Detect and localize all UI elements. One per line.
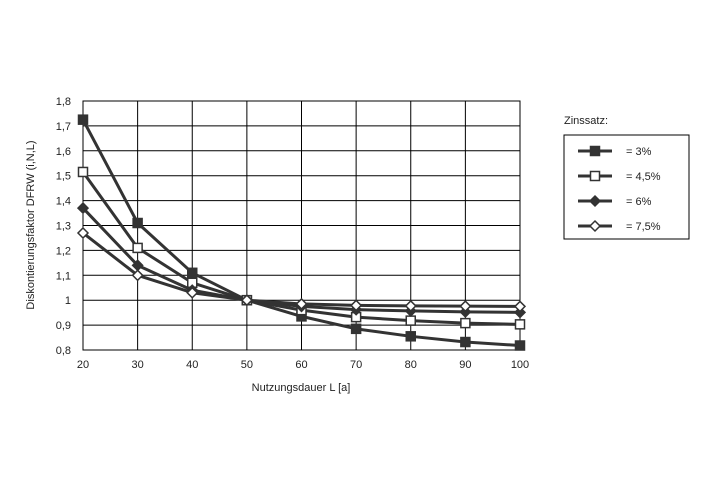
y-axis-label: Diskontierungsfaktor DFRW (i,N,L): [25, 140, 37, 309]
data-point-series-1: [350, 323, 362, 335]
x-tick-label: 40: [186, 359, 198, 371]
data-point-series-4: [186, 286, 199, 299]
data-point-series-1: [77, 114, 89, 125]
plot-area-frame: [82, 100, 521, 351]
data-point-series-3: [76, 202, 90, 215]
y-tick-label: 0,8: [56, 345, 71, 357]
data-point-series-4: [240, 294, 253, 307]
y-tick-label: 1,4: [56, 196, 71, 208]
data-point-series-2: [132, 242, 143, 254]
data-point-series-4: [513, 300, 527, 313]
x-tick-label: 90: [459, 359, 471, 371]
data-point-series-1: [514, 340, 526, 351]
x-tick-labels: 20 30 40 50 60 70 80 90 100: [77, 359, 529, 371]
y-tick-label: 1,5: [56, 171, 71, 183]
legend-label: = 3%: [626, 146, 652, 158]
legend-label: = 6%: [626, 196, 652, 208]
data-point-series-2: [77, 166, 89, 178]
x-tick-label: 80: [405, 359, 417, 371]
y-tick-label: 1: [65, 295, 71, 307]
legend-marker: [589, 145, 601, 157]
y-tick-label: 1,7: [56, 121, 71, 133]
data-point-series-1: [405, 331, 416, 342]
legend-marker: [588, 194, 602, 208]
data-point-series-1: [132, 217, 143, 229]
y-tick-label: 1,2: [56, 245, 71, 257]
y-tick-label: 1,1: [56, 270, 71, 282]
y-tick-label: 1,3: [56, 221, 71, 233]
data-point-series-4: [295, 297, 308, 310]
data-point-series-4: [76, 226, 90, 240]
y-tick-labels: 0,8 0,9 1 1,1 1,2 1,3 1,4 1,5 1,6 1,7 1,8: [56, 96, 71, 357]
legend: = 3% = 4,5% = 6% = 7,5%: [578, 145, 661, 233]
y-tick-label: 1,8: [56, 96, 71, 108]
x-axis-label: Nutzungsdauer L [a]: [252, 382, 351, 394]
y-tick-label: 0,9: [56, 320, 71, 332]
x-tick-label: 60: [295, 359, 307, 371]
legend-marker: [589, 170, 601, 182]
data-point-series-2: [514, 319, 526, 330]
x-tick-label: 50: [241, 359, 253, 371]
legend-label: = 7,5%: [626, 221, 661, 233]
data-point-series-4: [131, 269, 144, 282]
data-point-series-1: [460, 336, 471, 348]
data-point-series-2: [405, 315, 416, 326]
legend-title: Zinssatz:: [564, 115, 608, 127]
x-tick-label: 20: [77, 359, 89, 371]
x-tick-label: 70: [350, 359, 362, 371]
data-point-series-4: [350, 299, 363, 312]
legend-marker: [588, 219, 602, 233]
x-tick-label: 30: [132, 359, 144, 371]
x-tick-label: 100: [511, 359, 529, 371]
y-tick-label: 1,6: [56, 146, 71, 158]
series-markers: [76, 114, 527, 351]
data-point-series-4: [459, 300, 472, 313]
data-point-series-4: [404, 299, 417, 312]
data-point-series-2: [460, 317, 471, 329]
data-point-series-1: [187, 267, 198, 279]
legend-label: = 4,5%: [626, 171, 661, 183]
